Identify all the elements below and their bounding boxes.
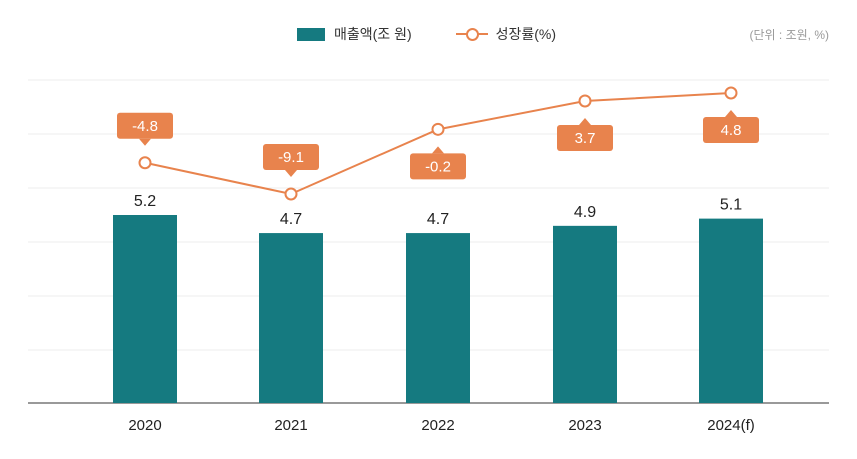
legend-item-growth: 성장률(%)	[455, 24, 557, 44]
growth-value-label: 4.8	[721, 122, 742, 139]
growth-label-pointer	[285, 170, 297, 177]
growth-point	[578, 94, 592, 108]
bar-2020	[113, 215, 177, 403]
bar-2022	[406, 233, 470, 403]
legend-line-swatch	[455, 27, 488, 41]
bar-value-label: 5.1	[720, 197, 742, 214]
growth-label-pointer	[432, 146, 444, 154]
growth-label-pointer	[579, 117, 591, 125]
bar-value-label: 4.7	[427, 211, 449, 228]
bar-value-label: 5.2	[134, 193, 156, 210]
growth-label-box	[410, 153, 466, 180]
x-tick-label: 2021	[274, 417, 307, 434]
growth-point	[284, 187, 298, 201]
growth-label-pointer	[725, 110, 737, 117]
bar-2021	[259, 233, 323, 403]
legend: 매출액(조 원) 성장률(%)	[297, 24, 600, 44]
legend-sales-label: 매출액(조 원)	[334, 26, 412, 42]
growth-point	[724, 86, 738, 100]
growth-point	[431, 122, 445, 136]
growth-label-box	[117, 112, 173, 139]
growth-point	[138, 156, 152, 170]
legend-item-sales: 매출액(조 원)	[297, 24, 412, 44]
x-tick-label: 2022	[421, 417, 454, 434]
legend-bar-swatch	[297, 27, 325, 41]
growth-label-box	[557, 124, 613, 151]
bar-2024(f)	[699, 218, 763, 403]
unit-note: (단위 : 조원, %)	[749, 28, 830, 42]
bar-value-label: 4.9	[574, 204, 596, 221]
bar-value-label: 4.7	[280, 211, 302, 228]
growth-label-pointer	[139, 138, 151, 146]
growth-value-label: -4.8	[132, 118, 158, 135]
growth-value-label: 3.7	[575, 130, 596, 147]
x-tick-label: 2020	[128, 417, 161, 434]
x-tick-label: 2023	[568, 417, 601, 434]
legend-growth-label: 성장률(%)	[495, 26, 557, 42]
growth-label-box	[703, 117, 759, 143]
growth-value-label: -9.1	[278, 149, 304, 166]
growth-value-label: -0.2	[425, 158, 451, 175]
growth-label-box	[263, 144, 319, 170]
bar-2023	[553, 225, 617, 403]
x-tick-label: 2024(f)	[707, 417, 755, 434]
